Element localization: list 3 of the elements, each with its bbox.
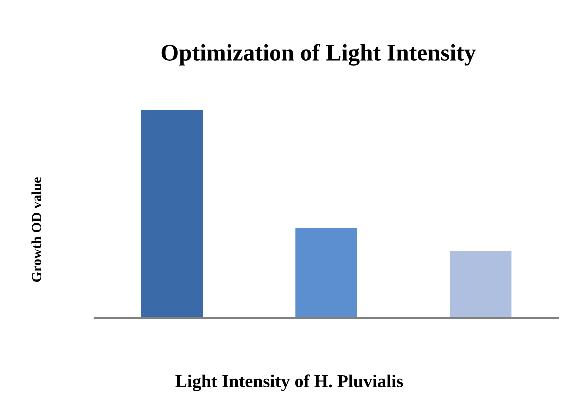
y-axis-title: Growth OD value	[32, 178, 42, 282]
x-axis-title: Light Intensity of H. Pluvialis	[176, 374, 404, 392]
chart-title: Optimization of Light Intensity	[162, 44, 476, 66]
